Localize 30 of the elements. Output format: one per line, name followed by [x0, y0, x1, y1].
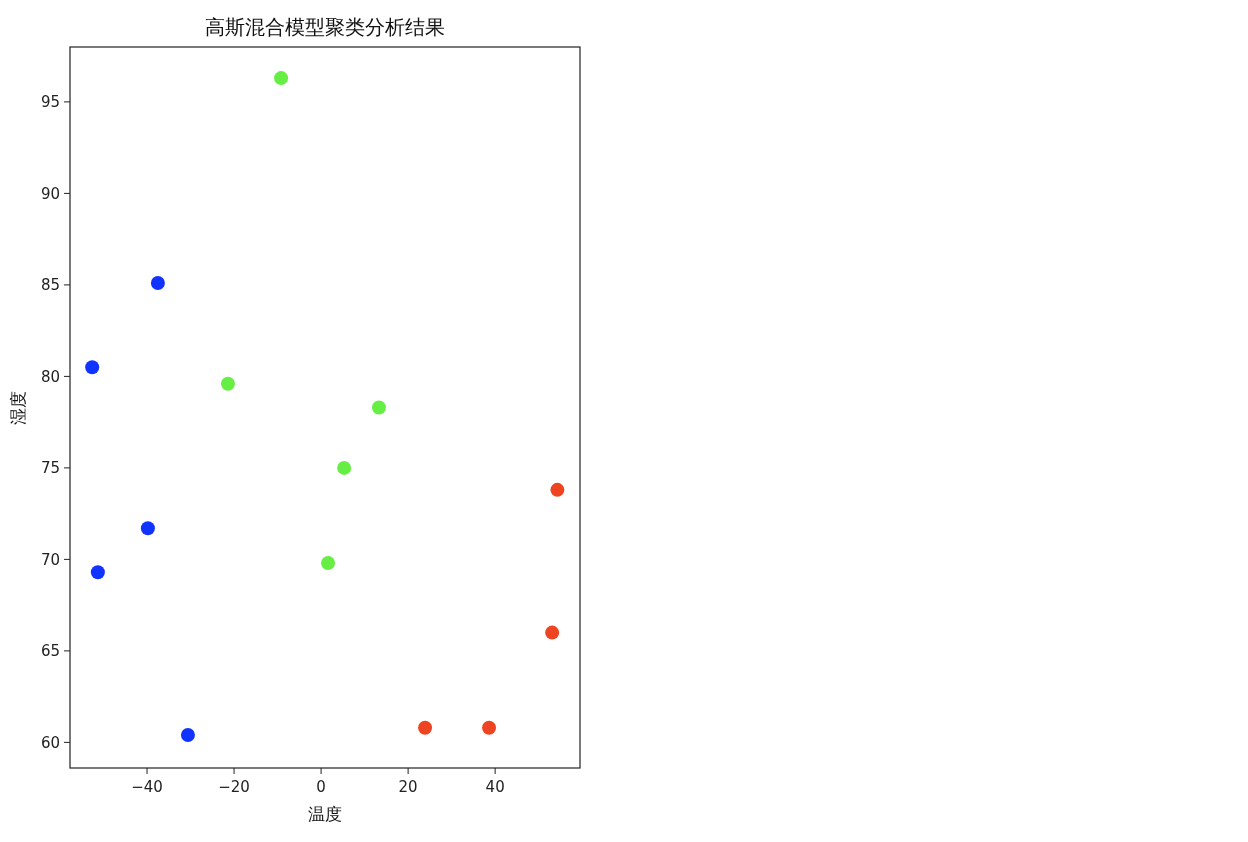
- y-tick-label: 90: [40, 184, 60, 203]
- point: [90, 565, 105, 580]
- y-tick-label: 95: [40, 93, 60, 112]
- y-tick-label: 65: [40, 642, 60, 661]
- point: [545, 625, 560, 640]
- point: [150, 276, 165, 291]
- point: [220, 376, 235, 391]
- point: [321, 556, 336, 571]
- y-tick-label: 80: [40, 367, 60, 386]
- y-tick-label: 70: [40, 550, 60, 569]
- y-tick-label: 60: [40, 733, 60, 752]
- point: [180, 728, 195, 743]
- point: [140, 521, 155, 536]
- x-axis-title: 温度: [308, 804, 342, 824]
- point: [337, 460, 352, 475]
- y-axis-title: 湿度: [8, 390, 28, 425]
- point: [482, 720, 497, 735]
- x-tick-label: 40: [485, 778, 505, 796]
- y-tick-label: 75: [40, 459, 60, 478]
- x-tick-label: −20: [218, 778, 250, 796]
- chart-title: 高斯混合模型聚类分析结果: [205, 15, 445, 39]
- point: [85, 360, 100, 375]
- point: [550, 482, 565, 497]
- y-tick-label: 85: [40, 276, 60, 295]
- point: [274, 71, 289, 86]
- point: [371, 400, 386, 415]
- x-tick-label: 20: [398, 778, 418, 796]
- x-tick-label: 0: [316, 778, 326, 796]
- x-tick-label: −40: [131, 778, 163, 796]
- point: [418, 720, 433, 735]
